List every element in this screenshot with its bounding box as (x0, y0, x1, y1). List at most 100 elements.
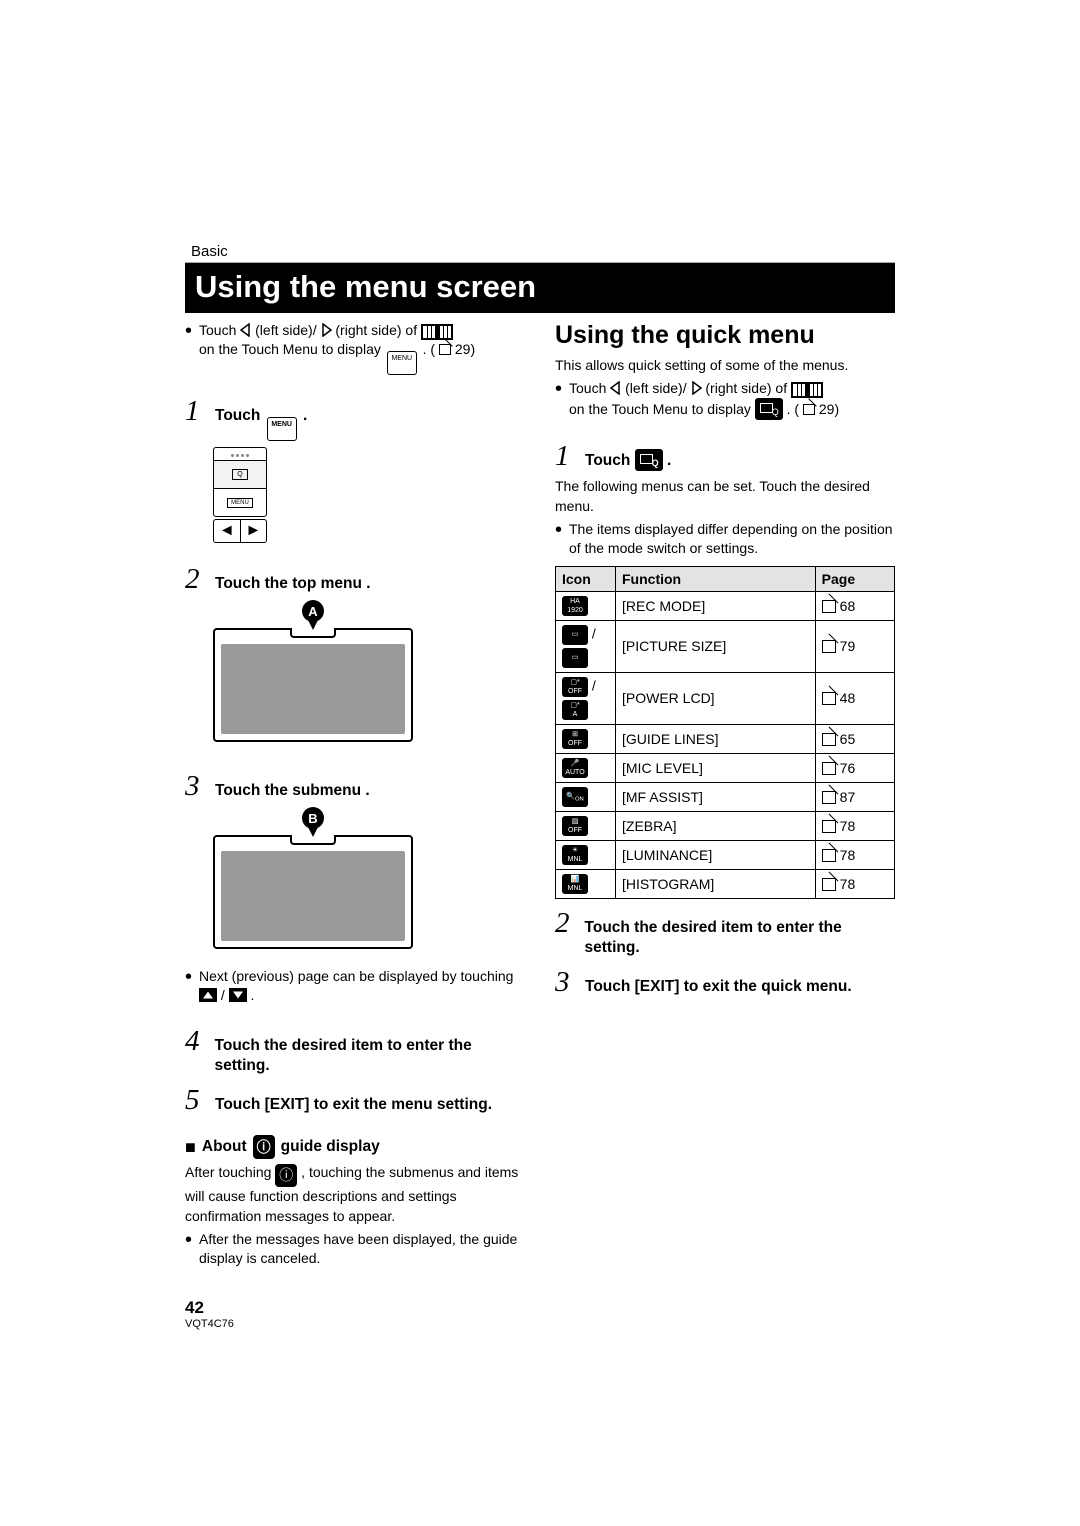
step-4: 4 Touch the desired item to enter the se… (185, 1025, 525, 1076)
cell-page: 78 (815, 840, 894, 869)
step-number: 2 (185, 563, 209, 596)
page-number: 42 (185, 1298, 234, 1318)
text: 79 (840, 638, 856, 654)
text: Touch the submenu (215, 782, 365, 799)
text: Touch (569, 380, 610, 396)
cell-func: [MIC LEVEL] (616, 753, 816, 782)
page-ref-icon (822, 600, 836, 613)
page-ref-icon (822, 640, 836, 653)
cell-func: [LUMINANCE] (616, 840, 816, 869)
function-table: Icon Function Page HA1920 [REC MODE] 68 … (555, 566, 895, 899)
quick-step1-bullet: The items displayed differ depending on … (555, 520, 895, 558)
zebra-icon: ▨OFF (562, 816, 588, 836)
text: (left side)/ (625, 380, 686, 396)
page-title: Using the menu screen (185, 263, 895, 313)
text: Touch (215, 407, 265, 424)
manual-page: Basic Using the menu screen Touch (left … (185, 243, 895, 1270)
table-row: ☀MNL [LUMINANCE] 78 (556, 840, 895, 869)
text: 29) (819, 401, 839, 417)
step-text: Touch the desired item to enter the sett… (585, 918, 895, 958)
step-number: 1 (185, 395, 209, 428)
quick-menu-icon (755, 398, 783, 420)
quick-menu-intro: This allows quick setting of some of the… (555, 356, 895, 375)
picture-size-icon-2: ▭ (562, 648, 588, 668)
page-ref-icon (822, 692, 836, 705)
table-row: ▢*OFF /▢*A [POWER LCD] 48 (556, 672, 895, 724)
touch-menu-note: Touch (left side)/ (right side) of on th… (185, 321, 525, 375)
page-ref-icon (822, 878, 836, 891)
page-ref-icon (822, 762, 836, 775)
menu-icon (387, 351, 417, 375)
step-number: 5 (185, 1084, 209, 1117)
guide-display-header: ■ About guide display (185, 1135, 525, 1159)
cell-func: [MF ASSIST] (616, 782, 816, 811)
text: 29) (455, 341, 475, 357)
cell-func: [HISTOGRAM] (616, 869, 816, 898)
step-5: 5 Touch [EXIT] to exit the menu setting. (185, 1084, 525, 1117)
cell-func: [POWER LCD] (616, 672, 816, 724)
cell-page: 65 (815, 724, 894, 753)
table-row: ▭ /▭ [PICTURE SIZE] 79 (556, 620, 895, 672)
page-ref-icon (822, 791, 836, 804)
text: guide display (281, 1138, 380, 1156)
table-row: HA1920 [REC MODE] 68 (556, 591, 895, 620)
right-arrow-icon: ► (241, 520, 267, 542)
step-number: 2 (555, 907, 579, 940)
label-b: B (302, 807, 324, 829)
text: on the Touch Menu to display (199, 341, 385, 357)
cell-page: 68 (815, 591, 894, 620)
th-icon: Icon (556, 566, 616, 591)
two-column-layout: Touch (left side)/ (right side) of on th… (185, 321, 895, 1270)
text: Touch the top menu (215, 575, 366, 592)
up-arrow-icon (199, 988, 217, 1002)
guide-bullet: After the messages have been displayed, … (185, 1230, 525, 1268)
text: 48 (840, 690, 856, 706)
picture-size-icon: ▭ (562, 625, 588, 645)
page-footer: 42 VQT4C76 (185, 1298, 234, 1330)
quick-step1-body: The following menus can be set. Touch th… (555, 477, 895, 516)
table-row: ⊞OFF [GUIDE LINES] 65 (556, 724, 895, 753)
quick-menu-icon (635, 449, 663, 471)
quick-step-3: 3 Touch [EXIT] to exit the quick menu. (555, 966, 895, 999)
screen-figure-a: A (213, 622, 525, 742)
histogram-icon: 📊MNL (562, 874, 588, 894)
table-row: 🔍ON [MF ASSIST] 87 (556, 782, 895, 811)
cell-page: 48 (815, 672, 894, 724)
text: After touching (185, 1164, 275, 1180)
text: 78 (840, 876, 856, 892)
page-ref-icon (803, 404, 815, 415)
text: Touch (199, 322, 240, 338)
th-function: Function (616, 566, 816, 591)
cell-func: [GUIDE LINES] (616, 724, 816, 753)
text: . ( (423, 341, 435, 357)
guide-lines-icon: ⊞OFF (562, 729, 588, 749)
text: 65 (840, 731, 856, 747)
th-page: Page (815, 566, 894, 591)
step-number: 3 (185, 770, 209, 803)
cell-page: 76 (815, 753, 894, 782)
step-3: 3 Touch the submenu . (185, 770, 525, 803)
guide-body: After touching , touching the submenus a… (185, 1163, 525, 1226)
document-id: VQT4C76 (185, 1318, 234, 1330)
step-text: Touch [EXIT] to exit the quick menu. (585, 977, 852, 997)
menu-icon (267, 417, 297, 441)
right-triangle-icon (321, 323, 332, 337)
left-column: Touch (left side)/ (right side) of on th… (185, 321, 525, 1270)
rec-mode-icon: HA1920 (562, 596, 588, 616)
quick-step-1: 1 Touch . (555, 440, 895, 473)
power-lcd-icon-2: ▢*A (562, 700, 588, 720)
step-number: 4 (185, 1025, 209, 1058)
step-text: Touch . (215, 406, 307, 441)
step3-note: Next (previous) page can be displayed by… (185, 967, 525, 1005)
touch-menu-figure: Q MENU ◄ ► (213, 447, 267, 543)
cell-func: [ZEBRA] (616, 811, 816, 840)
step-text: Touch the desired item to enter the sett… (215, 1036, 525, 1076)
left-triangle-icon (240, 323, 251, 337)
down-arrow-icon (229, 988, 247, 1002)
table-row: 📊MNL [HISTOGRAM] 78 (556, 869, 895, 898)
chapter-label: Basic (185, 243, 895, 263)
quick-step-2: 2 Touch the desired item to enter the se… (555, 907, 895, 958)
cell-page: 78 (815, 811, 894, 840)
power-lcd-icon: ▢*OFF (562, 677, 588, 697)
text: Touch (585, 452, 635, 469)
